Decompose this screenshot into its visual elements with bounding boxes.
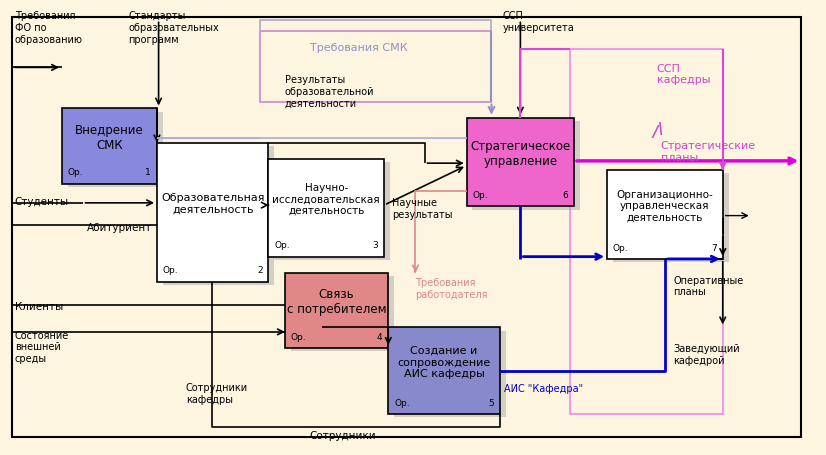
- Bar: [62, 109, 157, 184]
- Bar: [467, 118, 574, 207]
- Text: 6: 6: [563, 191, 568, 200]
- Text: Создание и
сопровождение
АИС кафедры: Создание и сопровождение АИС кафедры: [397, 345, 491, 378]
- Bar: [274, 162, 390, 260]
- Bar: [472, 121, 580, 210]
- Bar: [268, 159, 384, 257]
- Text: Ор.: Ор.: [472, 191, 488, 200]
- Text: Внедрение
СМК: Внедрение СМК: [75, 124, 144, 152]
- Text: Стандарты
образовательных
программ: Стандарты образовательных программ: [128, 11, 219, 45]
- Text: Организационно-
управленческая
деятельность: Организационно- управленческая деятельно…: [616, 189, 714, 222]
- Text: 7: 7: [711, 243, 717, 252]
- Bar: [570, 50, 723, 414]
- Text: Ор.: Ор.: [274, 241, 290, 250]
- Bar: [394, 331, 506, 417]
- Bar: [260, 32, 491, 102]
- Text: Оперативные
планы: Оперативные планы: [673, 275, 743, 297]
- Text: Результаты
образовательной
деятельности: Результаты образовательной деятельности: [285, 75, 374, 108]
- Bar: [163, 147, 274, 285]
- Text: Требования
работодателя: Требования работодателя: [415, 278, 488, 299]
- Text: Ор.: Ор.: [613, 243, 629, 252]
- Text: Ор.: Ор.: [291, 332, 306, 341]
- Text: ССП
кафедры: ССП кафедры: [657, 64, 710, 85]
- Text: Ор.: Ор.: [394, 398, 410, 407]
- Text: АИС "Кафедра": АИС "Кафедра": [504, 383, 583, 393]
- Bar: [613, 174, 729, 263]
- Text: 1: 1: [145, 168, 151, 177]
- Bar: [68, 112, 163, 187]
- Text: Научные
результаты: Научные результаты: [392, 198, 453, 219]
- Text: Требования СМК: Требования СМК: [310, 43, 407, 53]
- Text: 4: 4: [377, 332, 382, 341]
- Text: Связь
с потребителем: Связь с потребителем: [287, 288, 387, 315]
- Bar: [291, 276, 394, 351]
- Text: 2: 2: [257, 266, 263, 275]
- Bar: [607, 171, 723, 259]
- Text: Ор.: Ор.: [163, 266, 178, 275]
- Text: Научно-
исследовательская
деятельность: Научно- исследовательская деятельность: [273, 182, 380, 216]
- Text: Стратегические
планы: Стратегические планы: [661, 141, 756, 162]
- Bar: [285, 273, 388, 348]
- Bar: [157, 143, 268, 282]
- Text: Заведующий
кафедрой: Заведующий кафедрой: [673, 344, 740, 365]
- Text: Ор.: Ор.: [68, 168, 83, 177]
- Text: ССП
университета: ССП университета: [502, 11, 574, 33]
- Text: \: \: [657, 122, 663, 137]
- Text: /: /: [653, 125, 658, 140]
- Text: Стратегическое
управление: Стратегическое управление: [470, 140, 571, 167]
- Text: Сотрудники
кафедры: Сотрудники кафедры: [186, 382, 248, 404]
- Text: Студенты: Студенты: [15, 197, 69, 207]
- Text: Сотрудники: Сотрудники: [310, 430, 376, 440]
- Bar: [388, 328, 500, 414]
- Text: Абитуриент: Абитуриент: [87, 223, 152, 233]
- Text: 5: 5: [488, 398, 494, 407]
- Text: Требования
ФО по
образованию: Требования ФО по образованию: [15, 11, 83, 45]
- Text: Клиенты: Клиенты: [15, 301, 63, 311]
- Text: Образовательная
деятельность: Образовательная деятельность: [161, 193, 264, 214]
- Text: Состояние
внешней
среды: Состояние внешней среды: [15, 330, 69, 363]
- Text: 3: 3: [373, 241, 378, 250]
